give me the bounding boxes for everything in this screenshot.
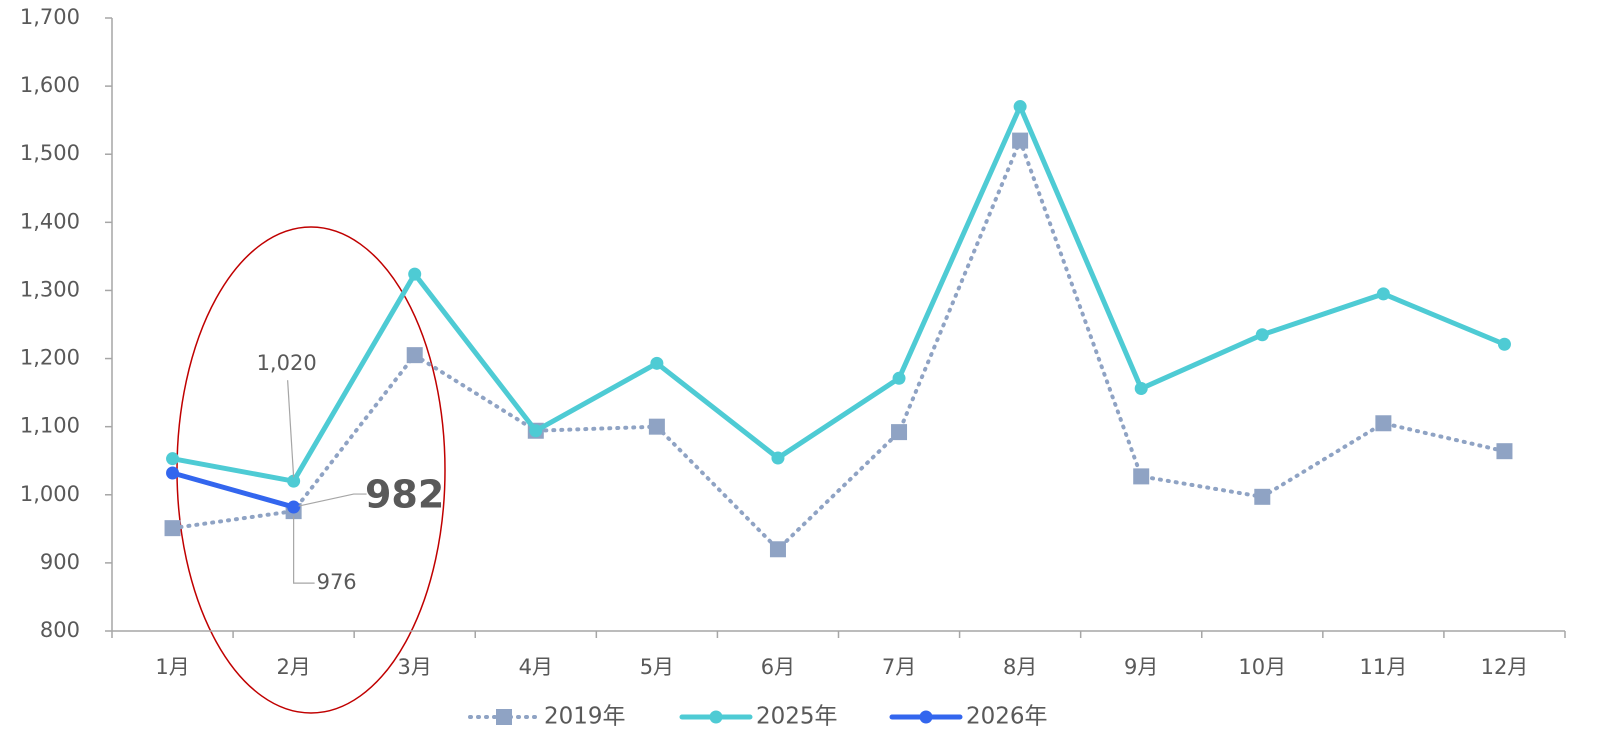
- x-tick-label: 3月: [398, 655, 432, 679]
- data-point: [1496, 443, 1513, 460]
- y-tick-label: 1,300: [20, 277, 80, 301]
- legend-label: 2026年: [966, 704, 1048, 730]
- data-point: [1255, 328, 1269, 342]
- y-tick-label: 1,400: [20, 209, 80, 233]
- data-point: [164, 520, 181, 537]
- y-tick-label: 1,100: [20, 414, 80, 438]
- leader-line: [287, 380, 295, 478]
- data-point: [1375, 415, 1392, 432]
- data-point: [769, 541, 786, 558]
- x-tick-label: 9月: [1124, 655, 1158, 679]
- data-point: [166, 466, 180, 480]
- legend-label: 2025年: [756, 704, 838, 730]
- highlight-ellipse: [176, 226, 446, 714]
- data-label: 976: [317, 570, 357, 594]
- x-tick-label: 2月: [276, 655, 310, 679]
- legend-marker: [709, 710, 723, 724]
- data-point: [1254, 488, 1271, 505]
- data-point: [771, 451, 785, 465]
- data-point: [891, 424, 908, 441]
- data-point: [648, 418, 665, 435]
- leader-line: [293, 516, 315, 584]
- x-tick-label: 1月: [155, 655, 189, 679]
- leader-line: [298, 493, 367, 507]
- legend-marker: [919, 710, 933, 724]
- data-point: [1497, 337, 1511, 351]
- x-tick-label: 11月: [1360, 655, 1408, 679]
- y-tick-label: 1,700: [20, 5, 80, 29]
- series-line: [170, 135, 1507, 553]
- legend-marker: [496, 709, 512, 725]
- data-point: [406, 347, 423, 364]
- y-tick-label: 1,500: [20, 141, 80, 165]
- data-point: [1012, 132, 1029, 149]
- data-label: 982: [365, 473, 444, 517]
- data-point: [1134, 382, 1148, 396]
- data-point: [287, 474, 301, 488]
- series-line: [170, 100, 1507, 484]
- data-point: [650, 356, 664, 370]
- x-tick-label: 8月: [1003, 655, 1037, 679]
- data-label: 1,020: [257, 351, 317, 375]
- data-point: [1133, 468, 1150, 485]
- x-tick-label: 7月: [882, 655, 916, 679]
- x-tick-label: 4月: [519, 655, 553, 679]
- x-tick-label: 10月: [1238, 655, 1286, 679]
- x-tick-label: 12月: [1481, 655, 1529, 679]
- data-point: [529, 424, 543, 438]
- y-tick-label: 800: [40, 618, 80, 642]
- data-point: [287, 500, 301, 514]
- data-point: [166, 452, 180, 466]
- x-tick-label: 5月: [640, 655, 674, 679]
- y-tick-label: 1,600: [20, 73, 80, 97]
- y-tick-label: 1,200: [20, 346, 80, 370]
- series-line: [170, 470, 297, 510]
- data-point: [892, 371, 906, 385]
- y-tick-label: 1,000: [20, 482, 80, 506]
- legend-label: 2019年: [544, 704, 626, 730]
- data-point: [408, 267, 422, 281]
- data-point: [1376, 287, 1390, 301]
- x-tick-label: 6月: [761, 655, 795, 679]
- data-point: [1013, 100, 1027, 114]
- y-tick-label: 900: [40, 550, 80, 574]
